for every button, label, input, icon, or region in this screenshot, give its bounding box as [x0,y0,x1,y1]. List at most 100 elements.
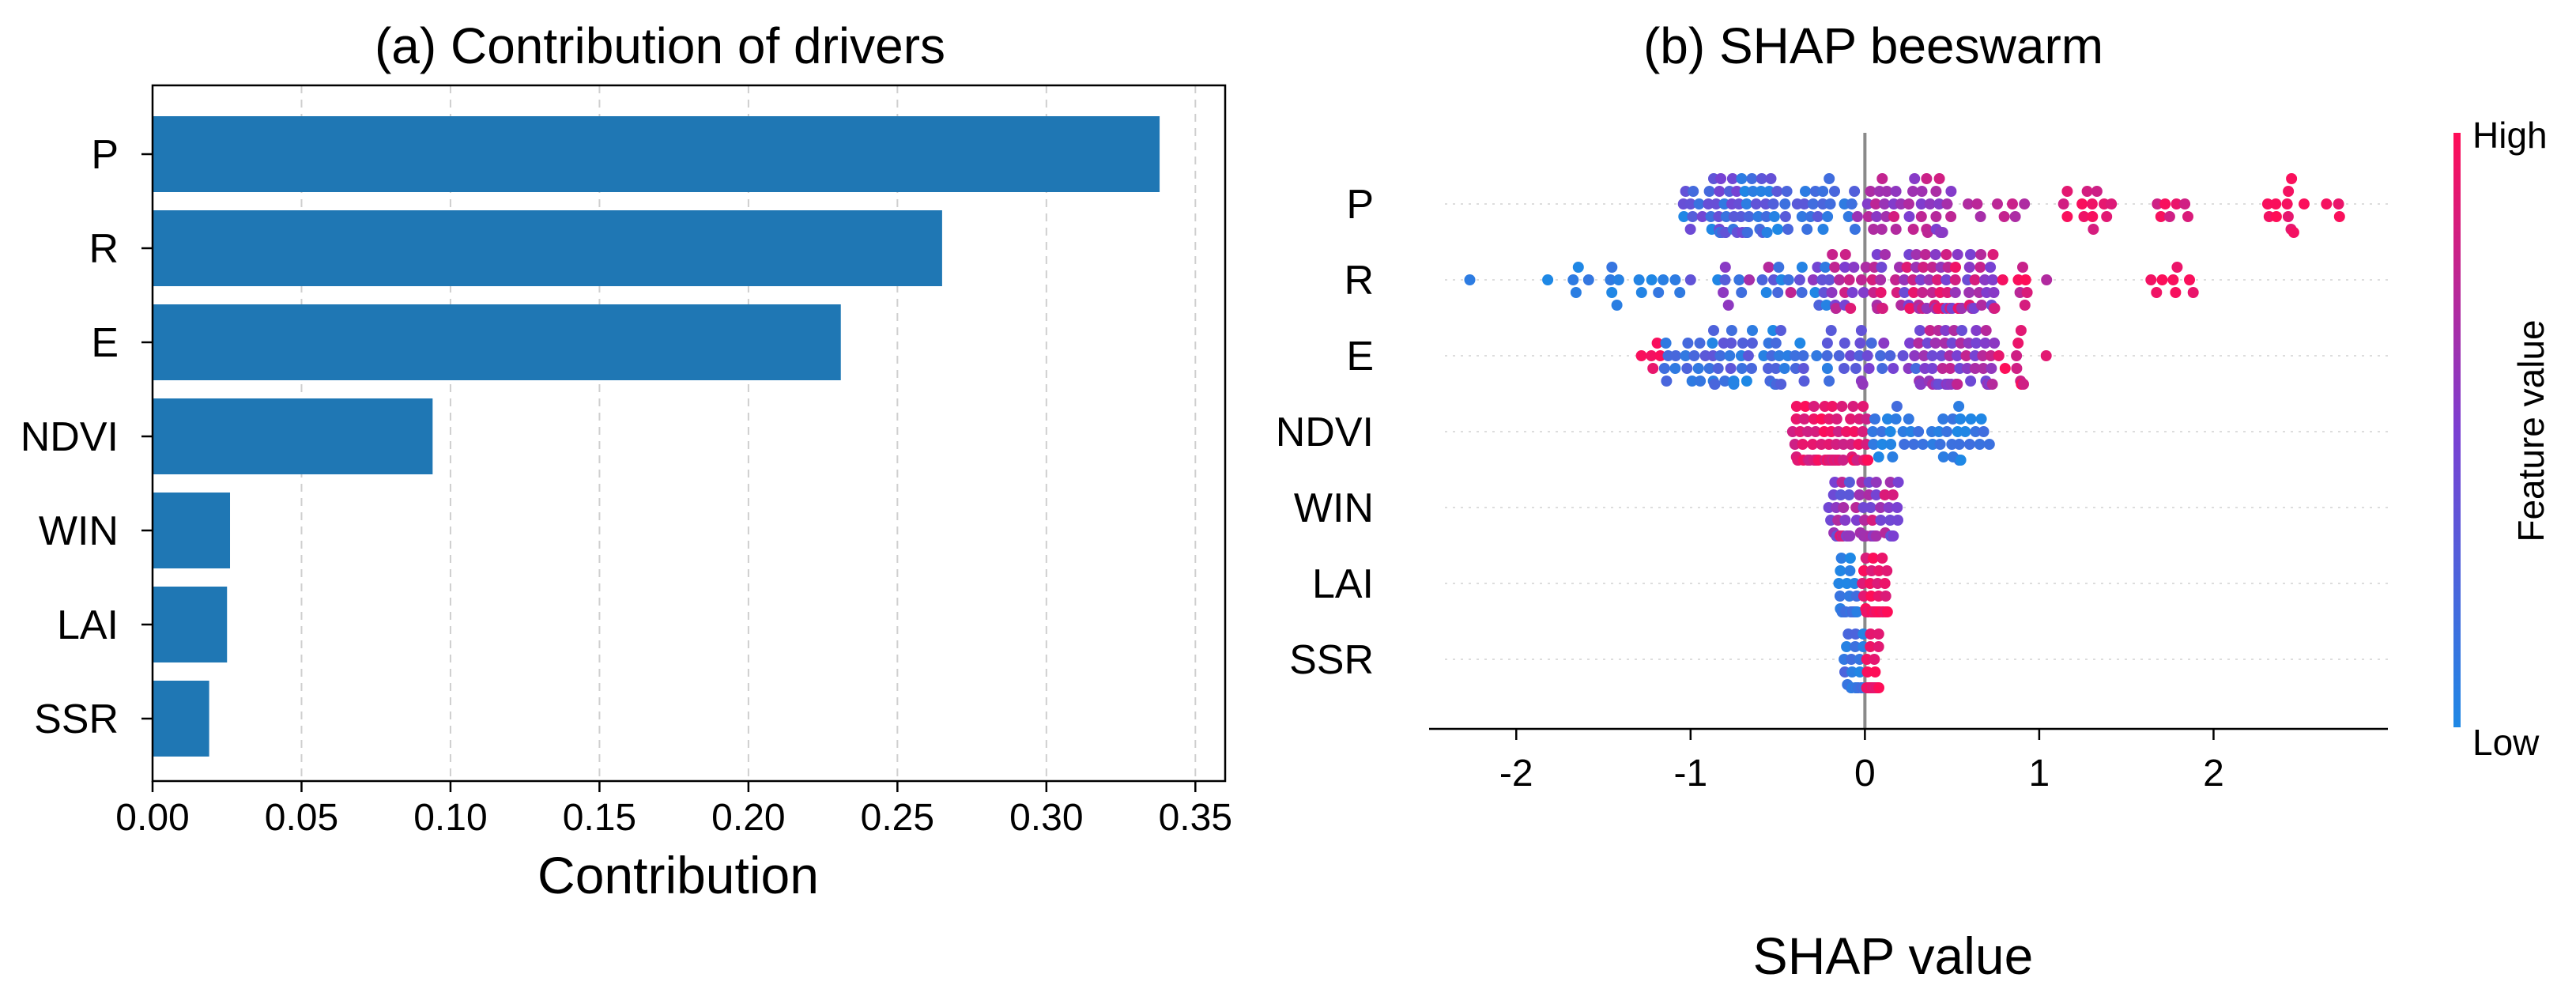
shap-point-r [1674,287,1686,298]
shap-point-p [1687,211,1699,222]
shap-point-r [1826,287,1838,298]
shap-point-e [2012,338,2024,349]
shap-point-p [1921,173,1933,184]
panel-b-xtick-label: 1 [2029,753,2050,795]
shap-point-r [1570,287,1582,298]
shap-point-r [1653,287,1665,298]
shap-point-e [1897,350,1909,361]
shap-point-win [1887,489,1899,500]
shap-point-p [1705,211,1717,222]
shap-point-e [1770,338,1782,349]
colorbar-high-label: High [2472,115,2548,156]
shap-point-r [1839,249,1851,260]
shap-point-lai [1834,591,1846,602]
panel-a-ytick-ndvi: NDVI [21,414,119,460]
shap-point-lai [1844,553,1856,564]
shap-point-ndvi [1841,426,1852,437]
shap-point-p [2152,198,2163,209]
shap-point-r [1871,249,1883,260]
shap-point-e [1985,350,1997,361]
shap-point-lai [1844,565,1856,576]
shap-point-e [1821,363,1833,374]
panel-b-ytick-p: P [1346,182,1374,228]
shap-point-lai [1876,553,1888,564]
shap-point-r [1635,287,1647,298]
shap-point-ssr [1846,666,1858,678]
shap-point-ssr [1873,641,1884,652]
shap-point-r [1719,274,1731,285]
shap-point-e [1865,338,1877,349]
shap-point-ndvi [1838,439,1850,450]
shap-point-ndvi [1857,426,1869,437]
shap-point-p [1807,198,1819,209]
shap-point-r [1669,274,1681,285]
shap-point-r [2017,262,2028,273]
shap-point-r [1812,262,1824,273]
shap-point-e [1660,338,1672,349]
panel-a-xtick-label: 0.20 [711,797,785,839]
panel-b-xtick-label: -2 [1499,753,1533,795]
shap-point-r [1829,262,1841,273]
shap-point-p [1871,211,1883,222]
shap-point-r [2021,287,2033,298]
shap-point-e [1926,363,1938,374]
shap-point-p [1765,173,1777,184]
shap-point-p [2061,186,2073,197]
shap-point-e [1956,325,1967,336]
shap-point-r [1542,274,1554,285]
shap-point-win [1854,489,1865,500]
shap-point-ndvi [1953,401,1965,412]
shap-point-lai [1849,578,1861,589]
shap-point-p [2155,211,2167,222]
shap-point-e [1669,363,1681,374]
panel-b-ytick-e: E [1346,334,1374,379]
shap-point-p [2007,198,2018,209]
shap-point-ndvi [1959,426,1971,437]
shap-point-e [1688,350,1700,361]
shap-point-e [1980,325,1992,336]
shap-point-e [1646,350,1658,361]
shap-point-e [1857,379,1869,390]
shap-point-r [1890,274,1902,285]
shap-point-e [1775,379,1787,390]
shap-point-ndvi [1890,413,1902,425]
shap-point-r [1989,303,2001,314]
shap-point-r [1611,300,1623,311]
shap-point-r [1987,249,1999,260]
shap-point-p [1862,211,1874,222]
panel-b-ytick-lai: LAI [1312,561,1374,607]
shap-point-ndvi [1978,426,1990,437]
shap-point-p [1781,186,1793,197]
shap-point-p [1767,198,1779,209]
shap-point-r [1891,287,1903,298]
shap-point-r [1963,262,1975,273]
shap-point-e [1741,376,1752,387]
shap-point-r [1975,249,1987,260]
shap-point-p [1703,198,1714,209]
shap-point-p [2171,198,2182,209]
shap-point-e [1670,350,1681,361]
shap-point-r [1736,287,1748,298]
shap-point-p [1678,211,1690,222]
shap-point-ndvi [1941,426,1953,437]
shap-point-e [1854,338,1866,349]
shap-point-p [1782,224,1793,235]
shap-point-win [1835,489,1846,500]
shap-point-p [1909,173,1921,184]
panel-a-xtick-label: 0.15 [563,797,636,839]
shap-point-ndvi [1970,426,1982,437]
shap-point-p [1735,211,1747,222]
shap-point-ndvi [1798,413,1810,425]
shap-point-r [1464,274,1476,285]
shap-point-ndvi [1937,451,1949,462]
shap-point-e [1937,363,1948,374]
shap-point-r [1843,274,1855,285]
shap-point-ndvi [1887,451,1899,462]
shap-point-p [2163,211,2175,222]
shap-point-p [2009,211,2021,222]
shap-point-e [1940,325,1952,336]
shap-point-e [1708,325,1719,336]
shap-point-p [2333,211,2345,222]
shap-point-win [1870,489,1882,500]
